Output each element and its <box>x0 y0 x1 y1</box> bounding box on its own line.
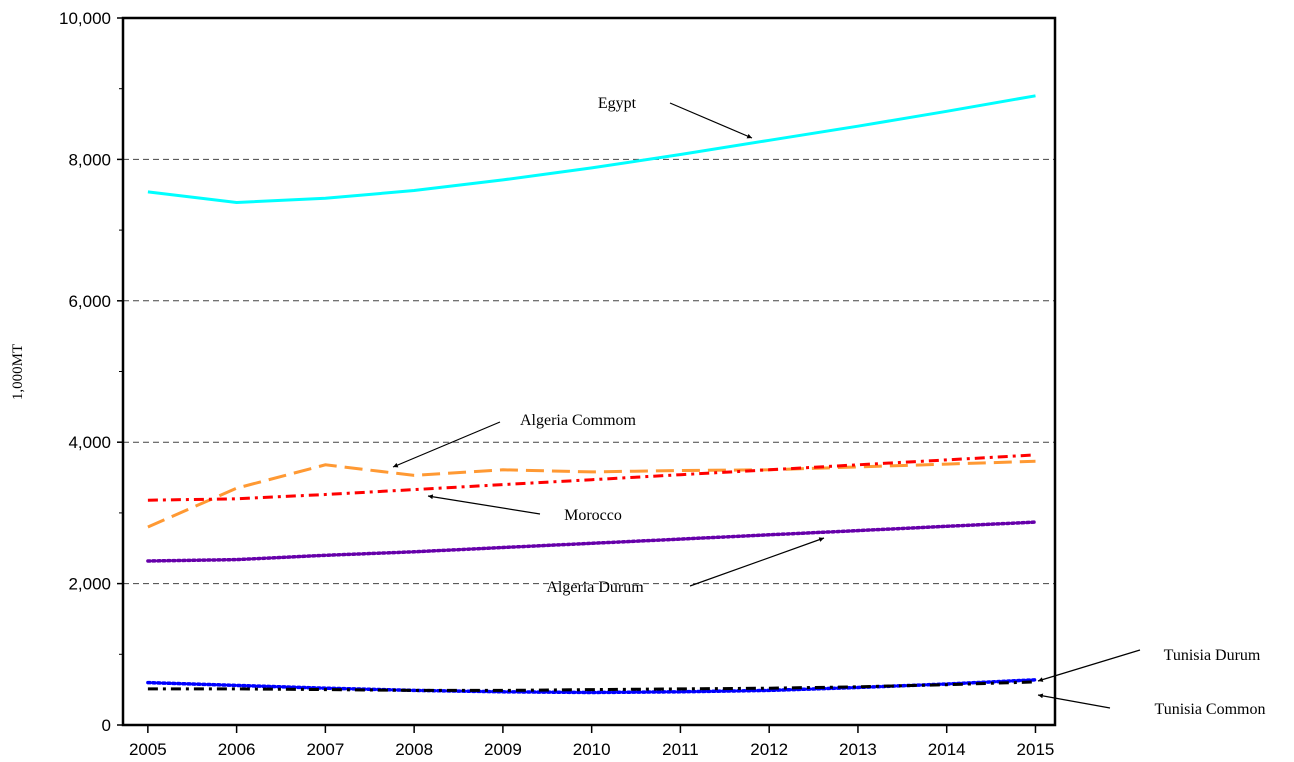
x-tick-label: 2013 <box>839 740 877 759</box>
annotation: Algeria Durum <box>546 579 644 596</box>
y-tick-label: 2,000 <box>68 575 111 594</box>
arrow <box>689 537 825 587</box>
y-tick-label: 8,000 <box>68 150 111 169</box>
x-tick-label: 2012 <box>750 740 788 759</box>
x-tick-label: 2011 <box>662 740 699 759</box>
annotations: Egypt Algeria Commom Morocco Algeria Dur… <box>392 95 1266 718</box>
y-axis-label: 1,000MT <box>10 344 26 400</box>
series-line <box>147 680 1036 692</box>
x-tick-label: 2009 <box>484 740 522 759</box>
x-tick-label: 2007 <box>306 740 344 759</box>
y-tick-label: 10,000 <box>59 9 111 28</box>
arrow <box>669 102 753 139</box>
arrow <box>427 494 541 515</box>
y-tick-label: 4,000 <box>68 433 111 452</box>
lines <box>146 94 1038 695</box>
x-tick-label: 2010 <box>573 740 611 759</box>
arrow <box>1037 693 1111 709</box>
annotation: Tunisia Durum <box>1164 647 1261 664</box>
axes: 0 2,000 4,000 6,000 8,000 10,000 2005 2006 2007 2… <box>59 9 1054 759</box>
y-tick-label: 0 <box>102 716 111 735</box>
plot-frame <box>121 16 1057 727</box>
arrow <box>1037 649 1141 682</box>
x-tick-label: 2015 <box>1017 740 1055 759</box>
annotation: Algeria Commom <box>520 412 637 429</box>
series-line <box>147 453 1036 502</box>
series-line <box>147 94 1036 205</box>
annotation: Tunisia Common <box>1155 701 1266 718</box>
x-tick-label: 2008 <box>395 740 433 759</box>
annotation: Egypt <box>598 95 637 112</box>
arrow <box>392 421 501 468</box>
y-tick-label: 6,000 <box>68 292 111 311</box>
grid <box>123 158 1055 585</box>
annotation: Morocco <box>564 507 622 524</box>
x-tick-label: 2005 <box>129 740 167 759</box>
x-tick-label: 2014 <box>928 740 966 759</box>
series-line <box>147 459 1036 529</box>
x-tick-label: 2006 <box>218 740 256 759</box>
series-line <box>146 520 1038 563</box>
